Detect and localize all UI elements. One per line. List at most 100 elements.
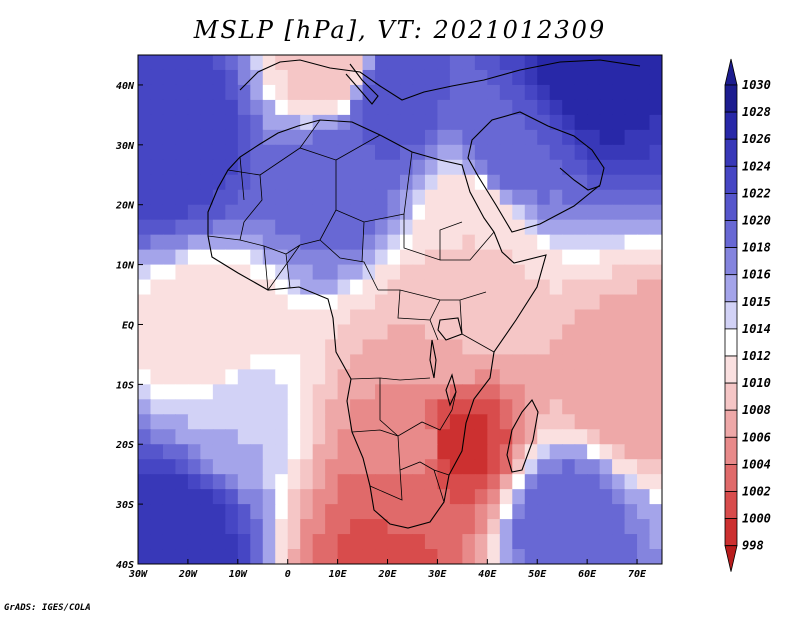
field-cell bbox=[499, 264, 513, 281]
colorbar-level-label: 1015 bbox=[742, 295, 771, 309]
field-cell bbox=[512, 294, 526, 311]
field-cell bbox=[562, 84, 576, 101]
field-cell bbox=[387, 174, 401, 191]
field-cell bbox=[400, 474, 414, 490]
field-cell bbox=[437, 519, 451, 535]
field-cell bbox=[562, 294, 576, 311]
field-cell bbox=[250, 399, 264, 415]
field-cell bbox=[375, 399, 389, 415]
field-cell bbox=[499, 84, 513, 101]
field-cell bbox=[649, 84, 662, 101]
field-cell bbox=[537, 429, 551, 445]
field-cell bbox=[400, 279, 414, 296]
field-cell bbox=[362, 159, 376, 176]
field-cell bbox=[187, 429, 201, 445]
field-cell bbox=[337, 159, 351, 176]
field-cell bbox=[624, 309, 638, 326]
field-cell bbox=[375, 129, 389, 146]
field-cell bbox=[537, 474, 551, 490]
field-cell bbox=[225, 234, 239, 251]
field-cell bbox=[637, 219, 651, 236]
field-cell bbox=[649, 294, 662, 311]
field-cell bbox=[449, 489, 463, 505]
field-cell bbox=[275, 489, 289, 505]
field-cell bbox=[649, 249, 662, 266]
field-cell bbox=[325, 519, 339, 535]
field-cell bbox=[375, 159, 389, 176]
field-cell bbox=[175, 369, 189, 385]
field-cell bbox=[449, 204, 463, 221]
field-cell bbox=[362, 144, 376, 161]
field-cell bbox=[612, 204, 626, 221]
field-cell bbox=[412, 534, 426, 550]
colorbar-top-arrow bbox=[724, 58, 738, 86]
field-cell bbox=[237, 459, 251, 475]
field-cell bbox=[312, 294, 326, 311]
field-cell bbox=[437, 114, 451, 131]
field-cell bbox=[474, 159, 488, 176]
field-cell bbox=[412, 144, 426, 161]
field-cell bbox=[312, 99, 326, 116]
field-cell bbox=[499, 129, 513, 146]
coastlines bbox=[207, 59, 641, 529]
field-cell bbox=[537, 204, 551, 221]
field-cell bbox=[262, 249, 276, 266]
field-cell bbox=[387, 144, 401, 161]
field-cell bbox=[649, 129, 662, 146]
field-cell bbox=[524, 309, 538, 326]
field-cell bbox=[375, 264, 389, 281]
field-cell bbox=[200, 534, 214, 550]
lat-tick-label: 40N bbox=[116, 81, 135, 92]
field-cell bbox=[412, 369, 426, 385]
field-cell bbox=[424, 264, 439, 281]
field-cell bbox=[487, 129, 501, 146]
field-cell bbox=[138, 534, 152, 550]
field-cell bbox=[574, 174, 588, 191]
field-cell bbox=[200, 234, 214, 251]
field-cell bbox=[350, 144, 364, 161]
field-cell bbox=[537, 549, 551, 564]
field-cell bbox=[300, 294, 314, 311]
field-cell bbox=[599, 534, 613, 550]
field-cell bbox=[150, 294, 164, 311]
lake-tanganyika bbox=[429, 339, 437, 379]
field-cell bbox=[574, 279, 588, 296]
field-cell bbox=[587, 354, 601, 370]
field-cell bbox=[487, 99, 501, 116]
field-cell bbox=[449, 474, 463, 490]
field-cell bbox=[562, 204, 576, 221]
field-cell bbox=[462, 99, 476, 116]
field-cell bbox=[487, 549, 501, 564]
field-cell bbox=[599, 99, 613, 116]
field-cell bbox=[225, 474, 239, 490]
field-cell bbox=[412, 129, 426, 146]
field-cell bbox=[400, 249, 414, 266]
field-cell bbox=[200, 144, 214, 161]
field-cell bbox=[150, 99, 164, 116]
field-cell bbox=[150, 504, 164, 520]
field-cell bbox=[624, 84, 638, 101]
field-cell bbox=[162, 264, 177, 281]
field-cell bbox=[524, 384, 538, 400]
field-cell bbox=[362, 369, 376, 385]
field-cell bbox=[412, 249, 426, 266]
field-cell bbox=[487, 384, 501, 400]
field-cell bbox=[300, 279, 314, 296]
field-cell bbox=[487, 144, 501, 161]
field-cell bbox=[162, 69, 177, 86]
field-cell bbox=[587, 204, 601, 221]
field-cell bbox=[250, 234, 264, 251]
field-cell bbox=[225, 189, 239, 206]
field-cell bbox=[287, 474, 301, 490]
field-cell bbox=[287, 204, 301, 221]
field-cell bbox=[362, 309, 376, 326]
field-cell bbox=[175, 504, 189, 520]
field-cell bbox=[437, 55, 451, 71]
field-cell bbox=[437, 534, 451, 550]
field-cell bbox=[350, 249, 364, 266]
field-cell bbox=[250, 249, 264, 266]
field-cell bbox=[138, 414, 152, 430]
field-cell bbox=[225, 204, 239, 221]
field-cell bbox=[150, 534, 164, 550]
field-cell bbox=[162, 369, 177, 385]
